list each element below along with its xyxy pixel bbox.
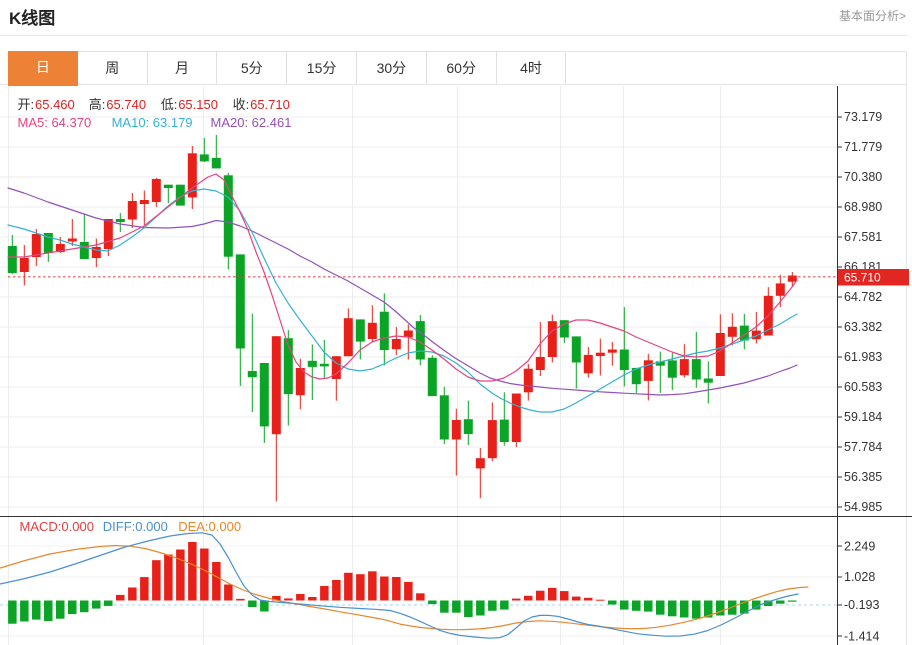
svg-text:70.380: 70.380	[844, 170, 882, 184]
svg-text:71.779: 71.779	[844, 140, 882, 154]
svg-text:54.985: 54.985	[844, 500, 882, 514]
svg-text:收:: 收:	[233, 97, 250, 112]
svg-text:MACD:0.000: MACD:0.000	[20, 519, 94, 534]
svg-text:MA10: 63.179: MA10: 63.179	[112, 115, 193, 130]
svg-text:1.028: 1.028	[844, 570, 875, 584]
svg-text:67.581: 67.581	[844, 230, 882, 244]
svg-text:57.784: 57.784	[844, 440, 882, 454]
svg-text:DIFF:0.000: DIFF:0.000	[103, 519, 168, 534]
svg-text:开:: 开:	[18, 97, 35, 112]
svg-text:65.150: 65.150	[178, 97, 218, 112]
svg-text:63.382: 63.382	[844, 320, 882, 334]
svg-text:MA20: 62.461: MA20: 62.461	[211, 115, 292, 130]
svg-text:65.460: 65.460	[35, 97, 75, 112]
svg-text:64.782: 64.782	[844, 290, 882, 304]
svg-text:65.740: 65.740	[106, 97, 146, 112]
svg-text:59.184: 59.184	[844, 410, 882, 424]
svg-text:-0.193: -0.193	[844, 598, 879, 612]
svg-text:68.980: 68.980	[844, 200, 882, 214]
svg-text:-1.414: -1.414	[844, 629, 879, 643]
svg-text:65.710: 65.710	[844, 271, 881, 285]
svg-text:DEA:0.000: DEA:0.000	[178, 519, 241, 534]
svg-text:低:: 低:	[161, 97, 178, 112]
svg-text:2.249: 2.249	[844, 539, 875, 553]
svg-text:65.710: 65.710	[250, 97, 290, 112]
svg-text:73.179: 73.179	[844, 110, 882, 124]
svg-text:MA5: 64.370: MA5: 64.370	[18, 115, 92, 130]
svg-text:56.385: 56.385	[844, 470, 882, 484]
svg-text:61.983: 61.983	[844, 350, 882, 364]
svg-text:高:: 高:	[89, 97, 106, 112]
svg-text:60.583: 60.583	[844, 380, 882, 394]
